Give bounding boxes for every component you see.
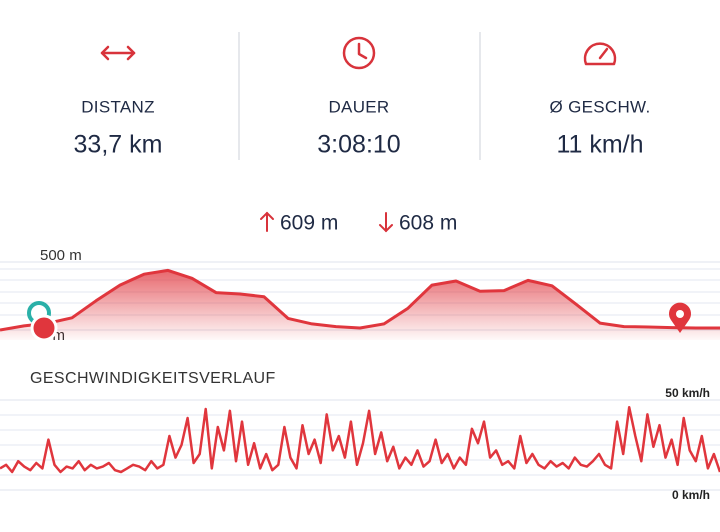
y-tick-label: 50 km/h [665, 386, 710, 400]
stat-value: 3:08:10 [317, 131, 400, 159]
end-pin-dot [676, 310, 684, 318]
elevation-area [0, 270, 720, 340]
stat-value: 11 km/h [556, 131, 643, 159]
position-marker [30, 314, 58, 342]
descent: 608 m [399, 212, 457, 235]
stat-label: DAUER [328, 97, 389, 116]
descent-icon [379, 212, 393, 233]
duration-icon [342, 36, 376, 70]
distance-icon [100, 45, 136, 61]
elevation-line [0, 268, 720, 332]
ascent: 609 m [280, 212, 338, 235]
y-tick-label: 500 m [40, 247, 82, 264]
speed-icon [583, 42, 617, 66]
section-title: GESCHWINDIGKEITSVERLAUF [30, 370, 276, 387]
stat-value: 33,7 km [74, 131, 163, 159]
speed-line [0, 405, 720, 474]
y-tick-label: 0 km/h [672, 488, 710, 502]
stat-label: Ø GESCHW. [550, 97, 651, 116]
stat-label: DISTANZ [81, 97, 155, 116]
ascent-icon [260, 211, 274, 232]
